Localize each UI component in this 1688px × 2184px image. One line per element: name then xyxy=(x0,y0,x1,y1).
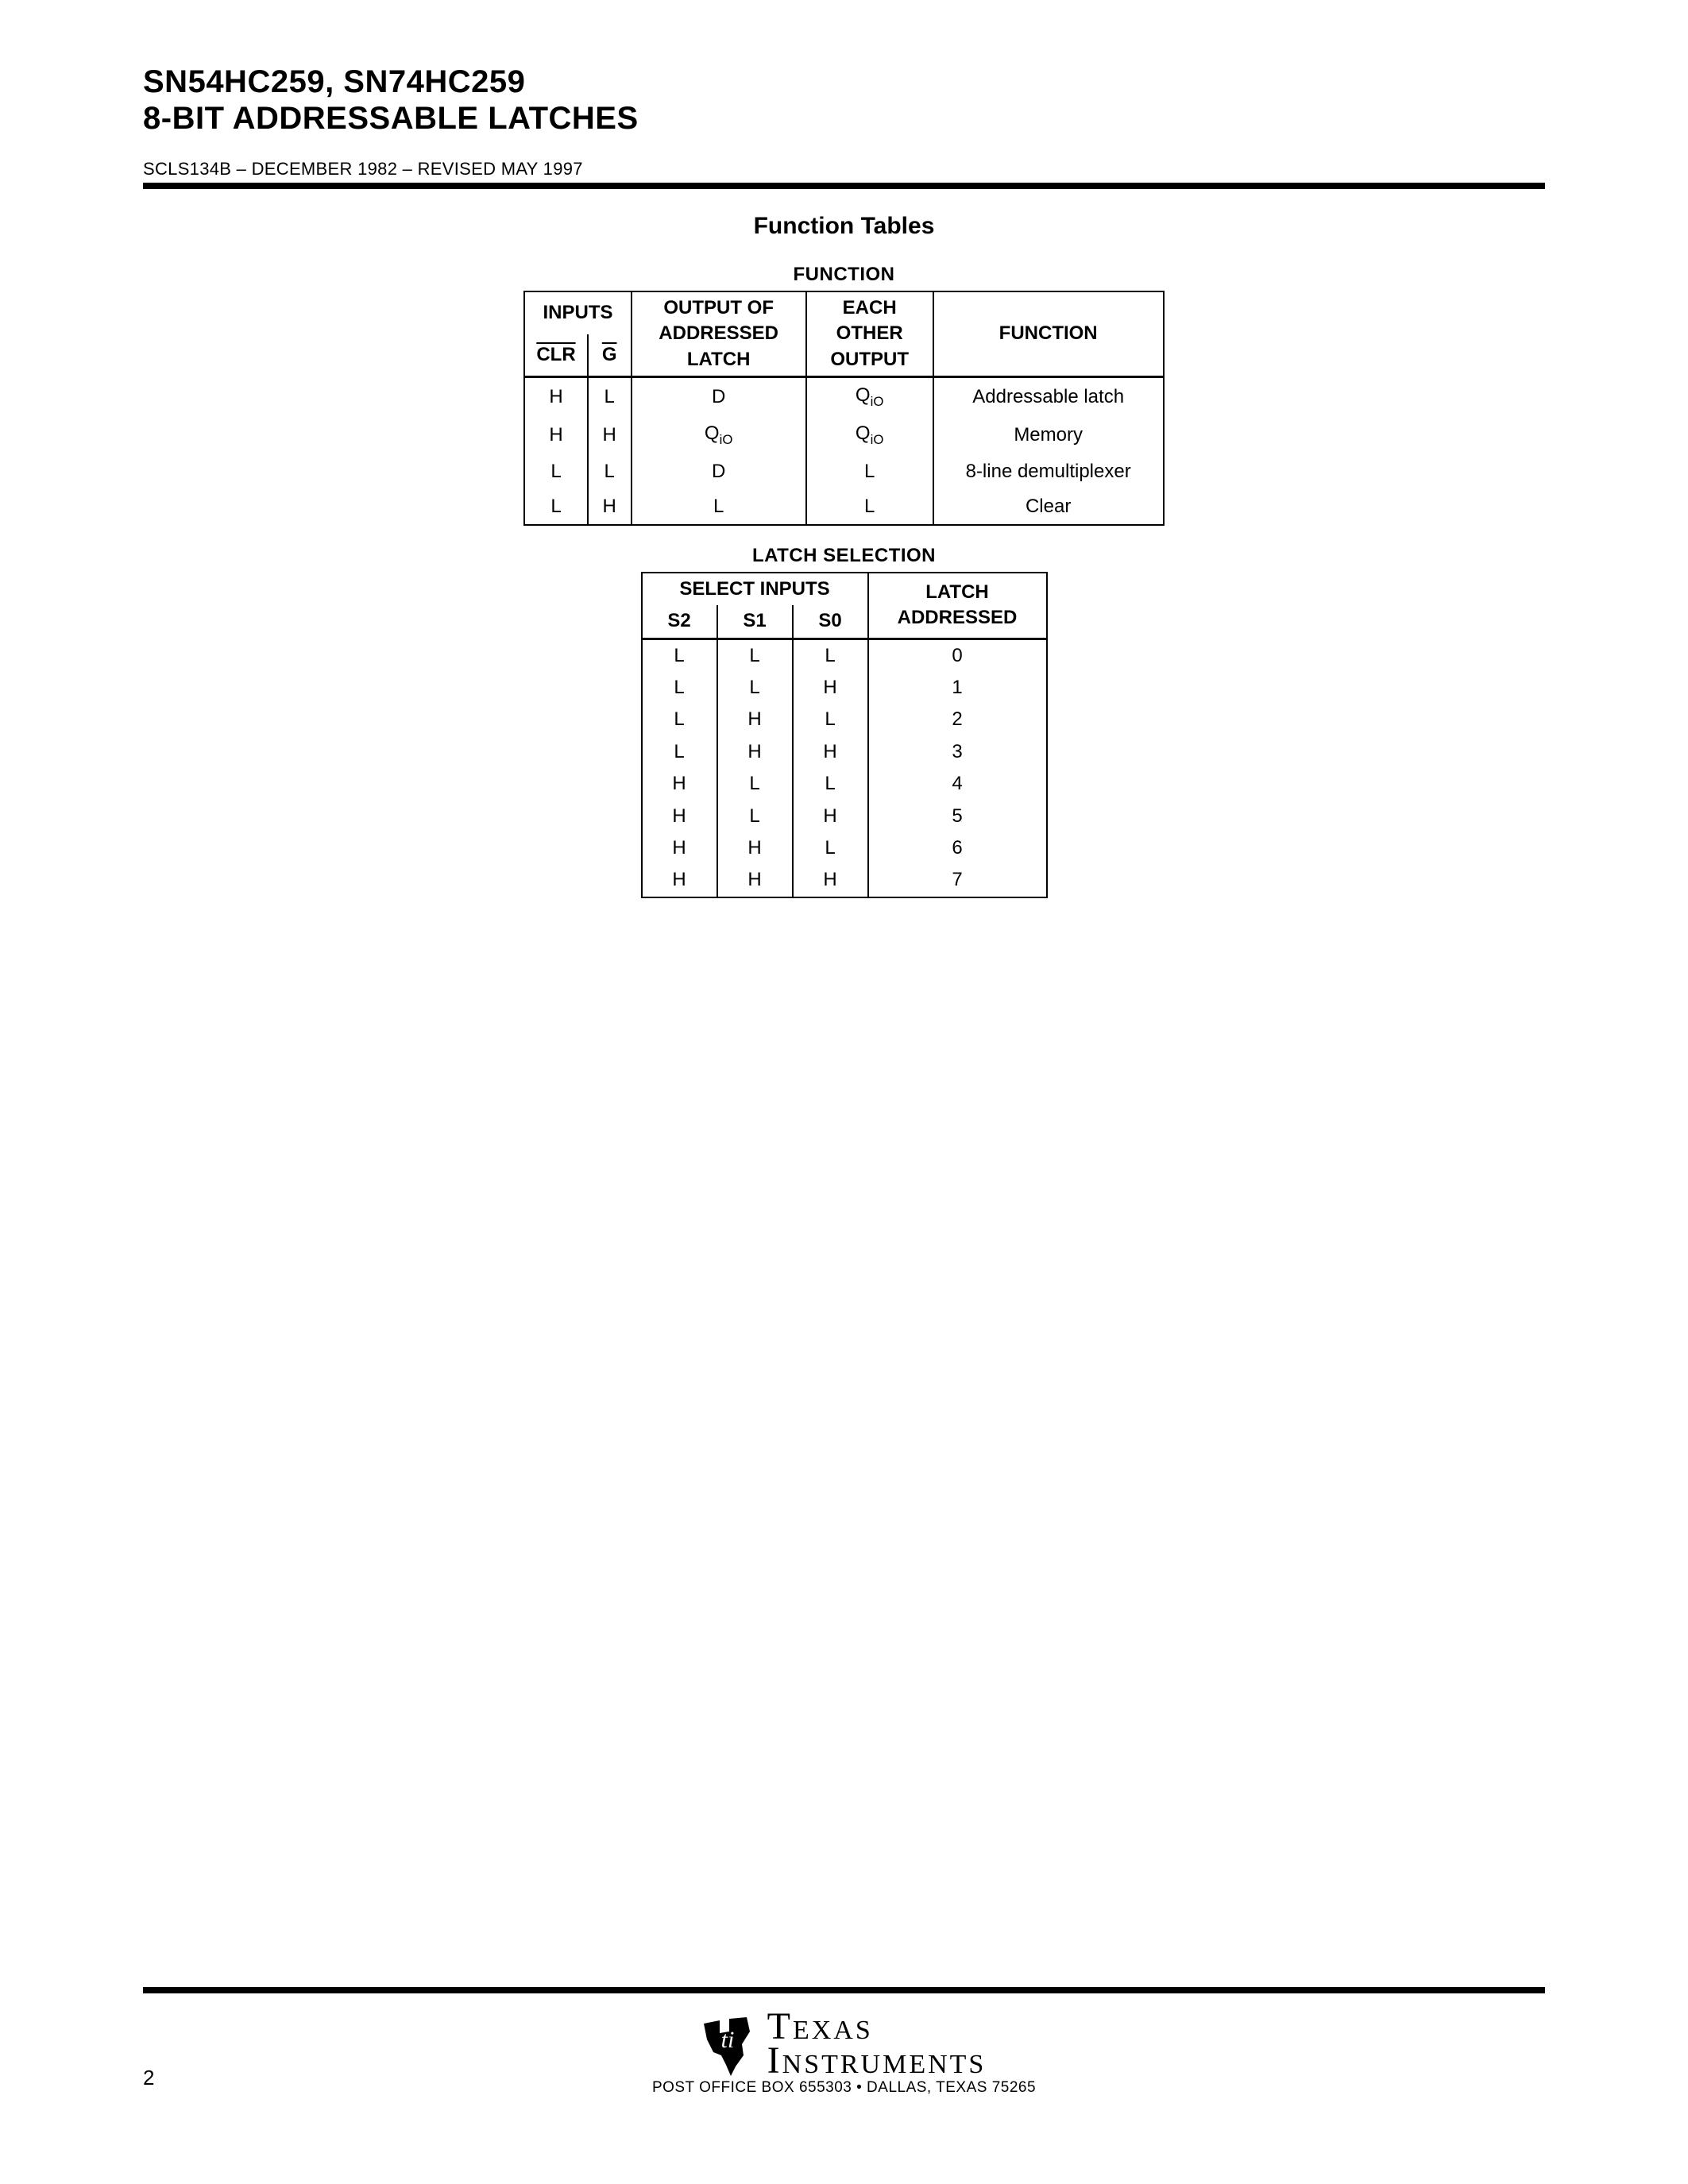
table-cell: QiO xyxy=(632,416,806,454)
table-cell: 1 xyxy=(868,672,1047,704)
table-cell: L xyxy=(717,801,793,832)
table-row: LHH3 xyxy=(642,736,1047,768)
table-cell: L xyxy=(642,704,717,735)
table-cell: Addressable latch xyxy=(933,377,1164,416)
table-cell: 3 xyxy=(868,736,1047,768)
table-cell: H xyxy=(717,864,793,897)
table-cell: Clear xyxy=(933,489,1164,525)
table-cell: H xyxy=(717,704,793,735)
th-select-inputs: SELECT INPUTS xyxy=(642,573,868,605)
table-cell: L xyxy=(793,704,868,735)
function-table-caption: FUNCTION xyxy=(794,264,895,286)
table-cell: H xyxy=(524,377,587,416)
table-cell: D xyxy=(632,377,806,416)
function-table: INPUTS OUTPUT OF ADDRESSED LATCH EACH OT… xyxy=(523,291,1164,513)
svg-text:ti: ti xyxy=(720,2027,734,2053)
table-row: LLL0 xyxy=(642,639,1047,672)
latch-selection-table: SELECT INPUTS LATCH ADDRESSED S2 S1 S0 L… xyxy=(641,572,1048,898)
table-cell: L xyxy=(717,639,793,672)
th-inputs: INPUTS xyxy=(524,291,631,334)
table-cell: H xyxy=(793,864,868,897)
table-cell: H xyxy=(793,672,868,704)
table-cell: L xyxy=(717,768,793,800)
doc-reference: SCLS134B – DECEMBER 1982 – REVISED MAY 1… xyxy=(143,159,1545,179)
table-cell: H xyxy=(524,416,587,454)
table-row: HLH5 xyxy=(642,801,1047,832)
table-cell: H xyxy=(793,736,868,768)
page-number: 2 xyxy=(143,2066,154,2090)
table-cell: D xyxy=(632,454,806,489)
section-title: Function Tables xyxy=(143,213,1545,240)
table-cell: 5 xyxy=(868,801,1047,832)
ti-brand-line1: TEXAS xyxy=(767,2009,987,2043)
table-cell: L xyxy=(524,489,587,525)
top-rule xyxy=(143,183,1545,189)
th-latch-addressed: LATCH ADDRESSED xyxy=(868,573,1047,639)
table-cell: L xyxy=(632,489,806,525)
table-cell: H xyxy=(588,489,632,525)
table-cell: H xyxy=(642,864,717,897)
table-cell: H xyxy=(793,801,868,832)
th-function: FUNCTION xyxy=(933,291,1164,377)
table-cell: 0 xyxy=(868,639,1047,672)
table-cell: 8-line demultiplexer xyxy=(933,454,1164,489)
table-cell: H xyxy=(642,801,717,832)
table-cell: L xyxy=(642,736,717,768)
table-cell: L xyxy=(806,489,933,525)
table-cell: L xyxy=(793,768,868,800)
table-cell: L xyxy=(588,454,632,489)
title-line-2: 8-BIT ADDRESSABLE LATCHES xyxy=(143,100,1545,137)
table-row: LHLLClear xyxy=(524,489,1163,525)
page-footer: ti TEXAS INSTRUMENTS POST OFFICE BOX 655… xyxy=(143,1987,1545,2097)
table-cell: L xyxy=(793,832,868,864)
table-cell: L xyxy=(793,639,868,672)
table-row: HHL6 xyxy=(642,832,1047,864)
th-clr: CLR xyxy=(524,334,587,377)
table-row: HLL4 xyxy=(642,768,1047,800)
table-cell: H xyxy=(642,832,717,864)
table-cell: H xyxy=(642,768,717,800)
table-cell: L xyxy=(717,672,793,704)
table-cell: Memory xyxy=(933,416,1164,454)
table-row: LLH1 xyxy=(642,672,1047,704)
table-cell: 4 xyxy=(868,768,1047,800)
title-line-1: SN54HC259, SN74HC259 xyxy=(143,64,1545,100)
table-row: HHQiOQiOMemory xyxy=(524,416,1163,454)
table-cell: L xyxy=(524,454,587,489)
table-cell: L xyxy=(806,454,933,489)
table-cell: 6 xyxy=(868,832,1047,864)
th-each-other: EACH OTHER OUTPUT xyxy=(806,291,933,377)
table-cell: 2 xyxy=(868,704,1047,735)
table-cell: H xyxy=(717,736,793,768)
table-cell: H xyxy=(717,832,793,864)
table-row: LHL2 xyxy=(642,704,1047,735)
table-row: LLDL8-line demultiplexer xyxy=(524,454,1163,489)
table-cell: QiO xyxy=(806,416,933,454)
table-cell: L xyxy=(642,639,717,672)
th-s2: S2 xyxy=(642,605,717,639)
latch-table-caption: LATCH SELECTION xyxy=(752,545,936,567)
ti-logo: ti TEXAS INSTRUMENTS xyxy=(702,2009,987,2078)
table-row: HLDQiOAddressable latch xyxy=(524,377,1163,416)
table-cell: 7 xyxy=(868,864,1047,897)
th-output-of: OUTPUT OF ADDRESSED LATCH xyxy=(632,291,806,377)
table-cell: QiO xyxy=(806,377,933,416)
ti-brand-line2: INSTRUMENTS xyxy=(767,2043,987,2078)
th-s1: S1 xyxy=(717,605,793,639)
table-cell: L xyxy=(642,672,717,704)
th-g: G xyxy=(588,334,632,377)
footer-address: POST OFFICE BOX 655303 • DALLAS, TEXAS 7… xyxy=(652,2079,1036,2097)
ti-map-icon: ti xyxy=(702,2016,758,2078)
page-title-block: SN54HC259, SN74HC259 8-BIT ADDRESSABLE L… xyxy=(143,64,1545,137)
table-cell: H xyxy=(588,416,632,454)
th-s0: S0 xyxy=(793,605,868,639)
table-cell: L xyxy=(588,377,632,416)
bottom-rule xyxy=(143,1987,1545,1993)
table-row: HHH7 xyxy=(642,864,1047,897)
